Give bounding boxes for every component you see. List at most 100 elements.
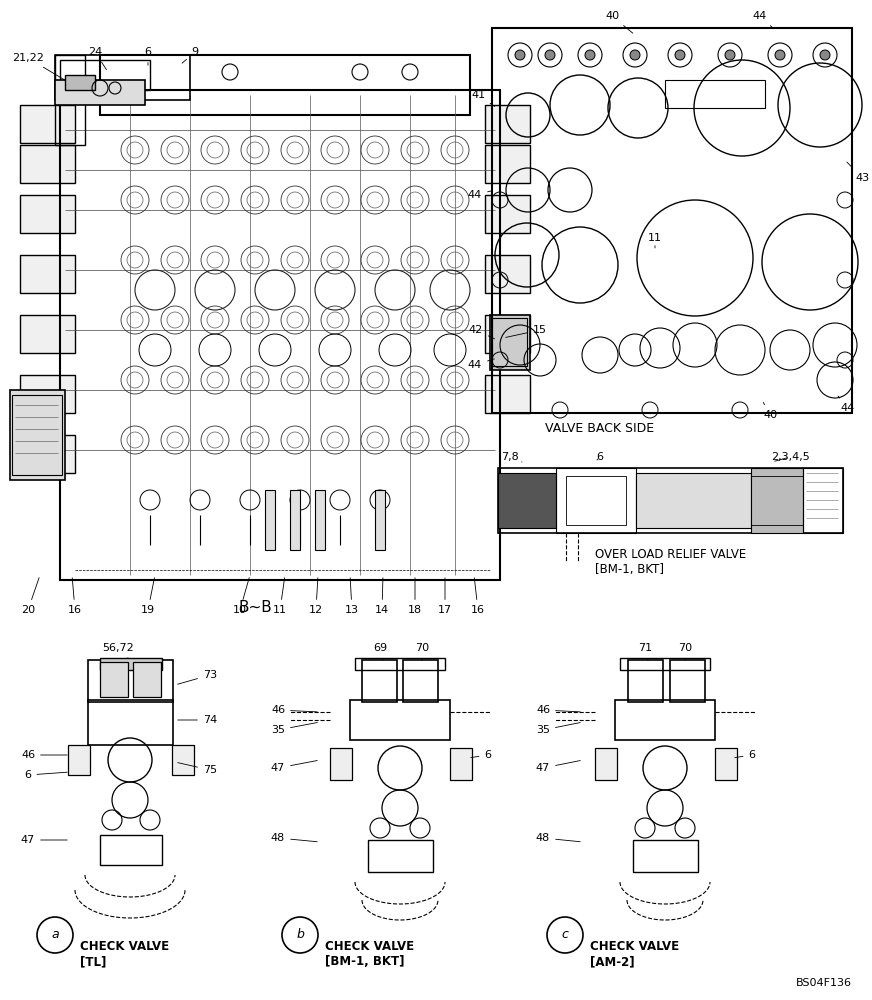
Bar (172, 745, 194, 775)
Bar (330, 748, 352, 780)
Bar (65, 75, 95, 90)
Bar (88, 700, 173, 745)
Text: 40: 40 (605, 11, 633, 33)
Bar (368, 840, 433, 872)
Text: 43: 43 (847, 162, 869, 183)
Text: 40: 40 (763, 402, 777, 420)
Text: 24: 24 (88, 47, 106, 70)
Text: 47: 47 (21, 835, 67, 845)
Circle shape (515, 50, 525, 60)
Text: 46: 46 (536, 705, 580, 715)
Text: 12: 12 (309, 578, 323, 615)
Text: 74: 74 (178, 715, 217, 725)
Text: 56,72: 56,72 (102, 643, 134, 658)
Bar (485, 105, 530, 143)
Text: 11: 11 (648, 233, 662, 248)
Bar (100, 835, 162, 865)
Text: B~B: B~B (238, 600, 272, 615)
Circle shape (775, 50, 785, 60)
Bar (100, 662, 128, 697)
Bar (498, 473, 556, 528)
Text: 14: 14 (375, 578, 389, 615)
Text: CHECK VALVE
[TL]: CHECK VALVE [TL] (80, 940, 169, 968)
Bar (485, 195, 530, 233)
Bar (60, 60, 150, 90)
Text: 13: 13 (345, 578, 359, 615)
Text: 47: 47 (536, 761, 580, 773)
Text: 18: 18 (408, 578, 422, 615)
Text: 69: 69 (373, 643, 387, 660)
Bar (265, 490, 275, 550)
Bar (595, 748, 617, 780)
Bar (12, 395, 62, 475)
Text: 44: 44 (753, 11, 773, 28)
Text: 9: 9 (182, 47, 199, 63)
Text: 47: 47 (271, 761, 317, 773)
Text: 44: 44 (838, 396, 855, 413)
Bar (490, 315, 530, 370)
Text: 48: 48 (536, 833, 580, 843)
Bar (636, 473, 751, 528)
Bar (20, 195, 75, 233)
Text: 11: 11 (273, 578, 287, 615)
Bar (485, 375, 530, 413)
Bar (633, 840, 698, 872)
Bar (100, 55, 470, 115)
Bar (485, 255, 530, 293)
Bar (68, 745, 90, 775)
Circle shape (820, 50, 830, 60)
Bar (20, 435, 75, 473)
Text: 73: 73 (178, 670, 217, 684)
Bar (556, 468, 636, 533)
Bar (290, 490, 300, 550)
Bar (20, 315, 75, 353)
Text: 75: 75 (178, 763, 217, 775)
Text: 20: 20 (21, 578, 39, 615)
Text: 15: 15 (506, 325, 547, 337)
Bar (492, 318, 527, 366)
Bar (492, 28, 852, 413)
Bar (751, 468, 803, 533)
Bar (350, 700, 450, 740)
Bar (498, 468, 843, 533)
Text: 6: 6 (24, 770, 67, 780)
Bar (628, 660, 663, 702)
Text: 21,22: 21,22 (12, 53, 65, 81)
Bar (450, 748, 472, 780)
Bar (375, 490, 385, 550)
Text: 46: 46 (271, 705, 317, 715)
Text: 16: 16 (68, 578, 82, 615)
Bar (60, 90, 500, 580)
Circle shape (675, 50, 685, 60)
Text: 17: 17 (438, 578, 452, 615)
Text: 41: 41 (471, 90, 494, 106)
Text: a: a (51, 928, 58, 942)
Bar (10, 390, 65, 480)
Text: BS04F136: BS04F136 (796, 978, 852, 988)
Circle shape (630, 50, 640, 60)
Circle shape (585, 50, 595, 60)
Text: 42: 42 (469, 325, 494, 339)
Bar (55, 80, 145, 105)
Bar (362, 660, 397, 702)
Bar (715, 748, 737, 780)
Text: 70: 70 (678, 643, 692, 660)
Text: 44: 44 (468, 359, 494, 370)
Bar (403, 660, 438, 702)
Bar (355, 658, 445, 670)
Text: 71: 71 (638, 643, 652, 660)
Bar (670, 660, 705, 702)
Text: CHECK VALVE
[AM-2]: CHECK VALVE [AM-2] (590, 940, 679, 968)
Bar (20, 145, 75, 183)
Text: 35: 35 (536, 723, 580, 735)
Bar (485, 145, 530, 183)
Text: c: c (562, 928, 569, 942)
Bar (55, 55, 190, 100)
Text: 46: 46 (21, 750, 67, 760)
Bar (55, 55, 85, 145)
Bar (88, 660, 173, 702)
Bar (803, 468, 843, 533)
Bar (133, 662, 161, 697)
Bar (566, 476, 626, 525)
Bar (20, 255, 75, 293)
